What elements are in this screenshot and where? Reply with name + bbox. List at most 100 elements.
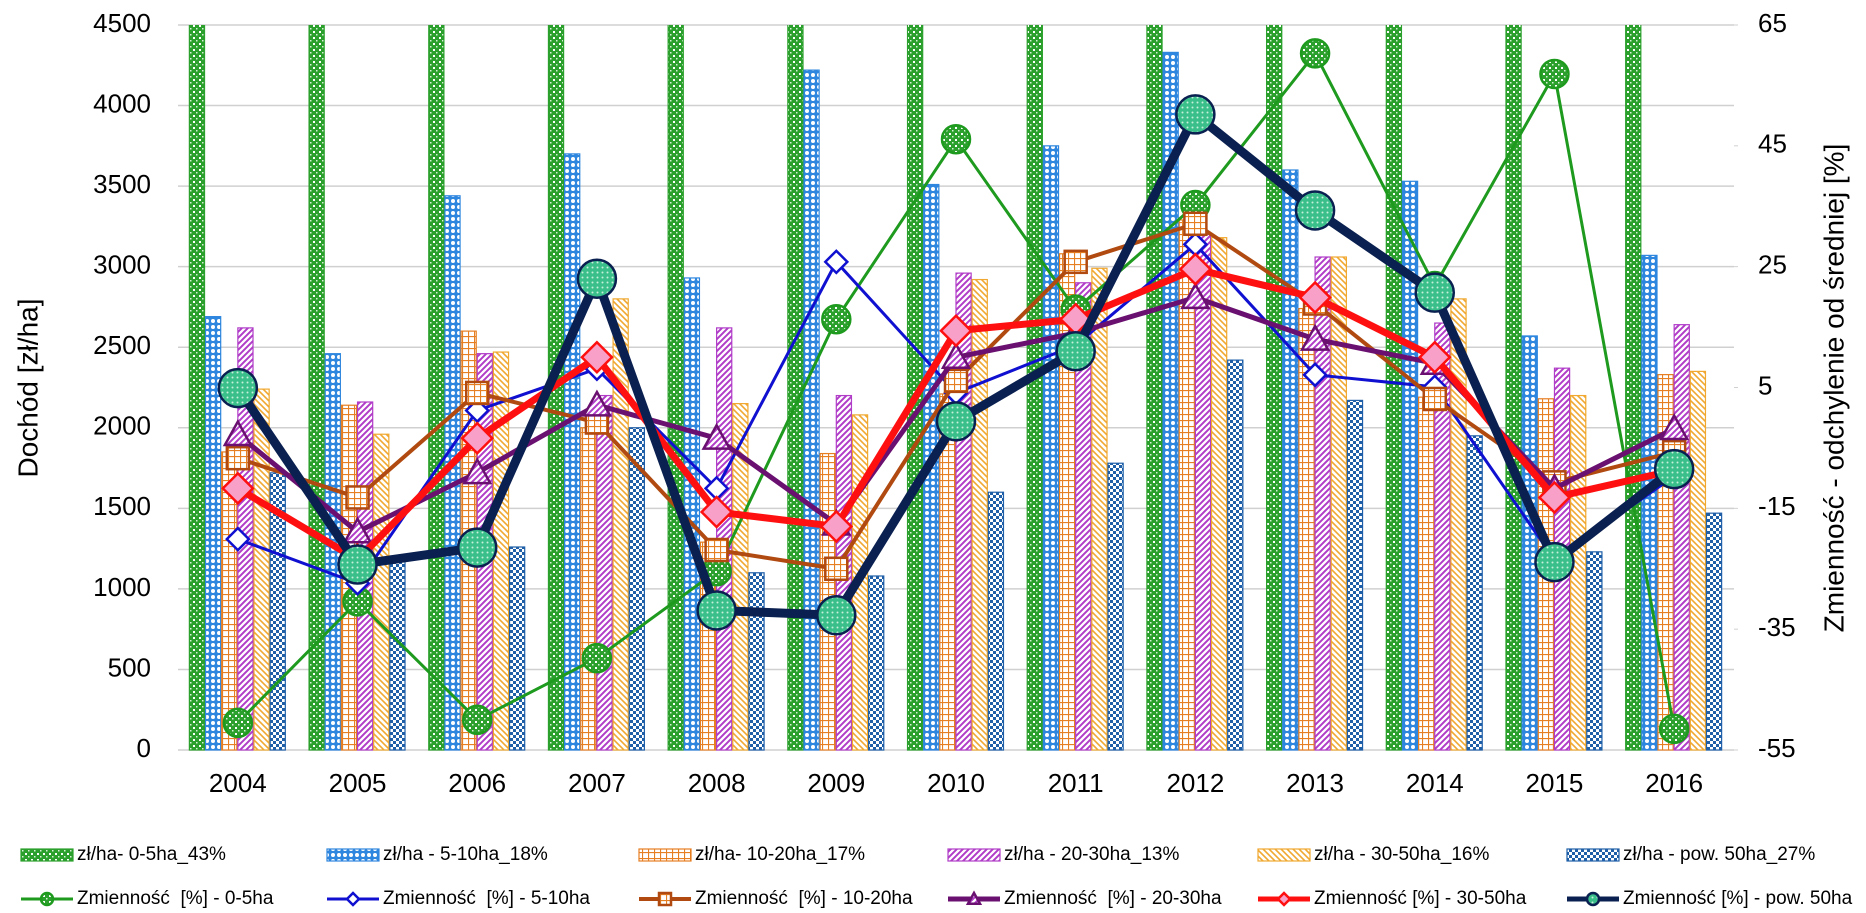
line-marker — [456, 527, 498, 568]
bar — [803, 69, 820, 751]
bar — [1673, 324, 1690, 751]
x-tick-label: 2016 — [1645, 768, 1703, 798]
line-marker — [1418, 340, 1452, 375]
legend-label: Zmienność [%] - 20-30ha — [1004, 888, 1222, 909]
bar — [1625, 25, 1642, 751]
bar — [1042, 145, 1060, 751]
line-markers — [217, 94, 1695, 636]
line-marker — [1299, 38, 1331, 69]
bar — [748, 572, 765, 751]
line-marker — [704, 537, 729, 563]
y2-tick-label: -35 — [1758, 612, 1796, 642]
bar — [987, 491, 1005, 751]
bar — [1146, 25, 1163, 751]
bar — [596, 394, 613, 751]
bar — [1330, 256, 1347, 751]
bar — [1689, 370, 1707, 751]
bar — [389, 556, 406, 751]
legend-swatch — [1566, 848, 1620, 862]
legend-marker-shape — [345, 891, 361, 907]
line-marker — [225, 445, 251, 471]
legend-marker-shape — [1585, 891, 1601, 907]
legend-label: zł/ha- 10-20ha_17% — [695, 844, 865, 865]
legend-label: Zmienność [%] - 5-10ha — [383, 888, 590, 909]
y-tick-label: 3500 — [93, 169, 151, 199]
legend-marker-shape — [965, 890, 983, 906]
legend-label: zł/ha- 0-5ha_43% — [77, 844, 226, 865]
line-marker — [939, 313, 973, 348]
y-tick-label: 1500 — [93, 491, 151, 521]
line-marker — [1294, 190, 1336, 231]
line-marker — [222, 707, 254, 739]
bar — [1505, 25, 1522, 751]
bar — [204, 316, 222, 751]
legend-swatch — [326, 848, 380, 862]
line-marker — [696, 590, 737, 631]
bar — [1107, 462, 1124, 751]
bar — [971, 278, 988, 751]
line-marker — [1539, 58, 1570, 90]
line-marker — [821, 303, 852, 335]
line-marker — [824, 556, 849, 581]
legend-label: Zmienność [%] - pow. 50ha — [1623, 888, 1853, 909]
legend-swatch — [638, 848, 692, 862]
y-tick-label: 500 — [108, 652, 151, 682]
x-tick-label: 2010 — [927, 768, 985, 798]
line-marker — [337, 544, 378, 585]
x-tick-label: 2004 — [209, 768, 267, 798]
y2-tick-label: -55 — [1758, 733, 1796, 763]
y2-tick-label: -15 — [1758, 491, 1796, 521]
bar — [868, 575, 885, 751]
line-marker — [1183, 211, 1208, 237]
x-tick-label: 2012 — [1166, 768, 1224, 798]
bar — [1346, 399, 1364, 751]
x-tick-label: 2006 — [448, 768, 506, 798]
bar — [667, 25, 684, 751]
bar — [1282, 169, 1299, 751]
x-tick-label: 2007 — [568, 768, 626, 798]
line-marker — [1658, 713, 1690, 745]
line-marker — [816, 595, 857, 636]
legend-label: zł/ha - 30-50ha_16% — [1314, 844, 1489, 865]
line-marker — [1537, 480, 1572, 515]
bar — [188, 25, 206, 751]
line-marker — [1178, 252, 1213, 286]
line-marker — [225, 526, 251, 552]
legend-marker — [345, 891, 361, 907]
x-tick-label: 2008 — [688, 768, 746, 798]
y-tick-label: 1000 — [93, 572, 151, 602]
x-tick-label: 2009 — [807, 768, 865, 798]
line-marker — [581, 642, 613, 674]
x-tick-label: 2013 — [1286, 768, 1344, 798]
legend-swatch — [1257, 848, 1311, 862]
legend-marker — [39, 891, 55, 907]
bar — [253, 388, 270, 751]
y2-tick-label: 25 — [1758, 250, 1787, 280]
line-marker — [1422, 386, 1448, 412]
line-marker — [943, 368, 969, 394]
y2-tick-label: 5 — [1758, 370, 1772, 400]
line-marker — [699, 495, 734, 529]
line-marker — [461, 704, 493, 736]
legend-swatch — [947, 848, 1001, 862]
bar — [1401, 180, 1419, 751]
bar — [1075, 282, 1092, 751]
line-marker — [701, 422, 732, 450]
line-marker — [1659, 413, 1690, 441]
bar — [508, 546, 526, 751]
bar — [906, 25, 924, 751]
bar — [580, 427, 597, 751]
line-marker — [935, 401, 977, 442]
y-axis-title: Dochód [zł/ha] — [12, 299, 43, 478]
line-marker — [819, 509, 854, 544]
line-marker — [222, 419, 253, 447]
legend-label: Zmienność [%] - 10-20ha — [695, 888, 913, 909]
bar — [1586, 551, 1603, 751]
bar — [1227, 359, 1244, 751]
line-marker — [1302, 362, 1328, 388]
x-tick-label: 2005 — [329, 768, 387, 798]
bar — [564, 153, 581, 751]
legend-marker — [657, 891, 673, 907]
bar — [1210, 237, 1228, 751]
bar — [787, 25, 804, 751]
